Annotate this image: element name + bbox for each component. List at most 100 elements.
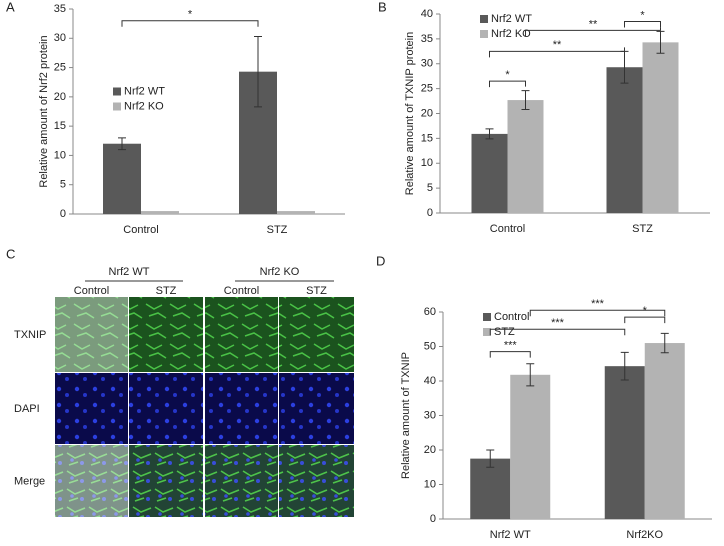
row-label: DAPI [14,403,40,415]
micrograph [205,373,278,444]
y-tick-label: 15 [54,120,66,132]
bar [470,458,511,519]
legend-label: Nrf2 WT [491,13,532,25]
legend-label: Control [494,311,529,323]
y-tick-label: 5 [60,179,66,191]
bar [642,42,679,213]
bar [507,100,544,213]
micrograph [129,373,203,444]
y-tick-label: 25 [54,61,66,73]
micrograph [55,297,128,372]
column-label: STZ [306,285,327,297]
y-axis-label: Relative amount of Nrf2 protein [38,35,50,187]
bar [604,366,645,519]
column-label: STZ [156,285,177,297]
error-bar [526,363,535,387]
x-tick-label: STZ [632,223,653,235]
y-tick-label: 10 [424,478,436,490]
significance-label: * [188,9,193,21]
bar [141,211,179,214]
bar [103,143,141,214]
significance-bracket [624,316,666,324]
significance-label: * [643,305,648,317]
x-tick-label: Nrf2KO [626,529,663,541]
significance-label: *** [551,317,565,329]
error-bar [620,351,629,381]
legend-swatch [113,87,121,96]
micrograph [129,445,203,517]
x-tick-label: Control [490,223,525,235]
legend-swatch [480,15,488,23]
bar [277,211,315,214]
y-tick-label: 25 [421,83,433,95]
error-bar [254,36,262,108]
significance-bracket [121,20,259,27]
legend-label: STZ [494,326,515,338]
y-axis-label: Relative amount of TXNIP [400,352,412,479]
legend-swatch [113,102,121,111]
panel-letter: A [6,0,15,14]
column-label: Control [74,285,109,297]
y-tick-label: 20 [424,444,436,456]
legend-label: Nrf2 KO [124,100,164,112]
y-tick-label: 0 [60,208,66,220]
y-axis-label: Relative amount of TXNIP protein [404,32,416,195]
bar [644,343,685,519]
significance-label: * [505,69,510,81]
y-tick-label: 30 [54,32,66,44]
bar [606,67,643,213]
error-bar [521,90,530,111]
significance-bracket [529,309,666,317]
significance-bracket [489,47,625,58]
x-tick-label: STZ [267,224,288,236]
y-tick-label: 0 [427,207,433,219]
micrograph [55,373,128,444]
micrograph [279,445,354,517]
y-tick-label: 40 [424,375,436,387]
significance-bracket [489,328,626,336]
significance-label: * [640,9,645,21]
panel-letter: D [376,253,385,268]
row-label: TXNIP [14,329,46,341]
legend-swatch [483,313,491,321]
y-tick-label: 35 [54,3,66,15]
error-bar [486,449,495,468]
significance-bracket [489,80,526,88]
y-tick-label: 20 [54,91,66,103]
bar [510,374,551,519]
y-tick-label: 0 [430,513,436,525]
legend-swatch [480,30,488,38]
panel-letter: C [6,246,15,261]
error-bar [656,30,665,54]
y-tick-label: 10 [421,157,433,169]
error-bar [660,332,669,354]
group-label: Nrf2 KO [260,266,300,278]
micrograph [129,297,203,372]
row-label: Merge [14,475,45,487]
y-tick-label: 60 [424,306,436,318]
significance-bracket [525,27,661,37]
error-bar [118,137,126,151]
y-tick-label: 15 [421,132,433,144]
y-tick-label: 50 [424,340,436,352]
significance-label: *** [504,340,518,352]
y-tick-label: 5 [427,182,433,194]
legend-label: Nrf2 WT [124,85,165,97]
significance-label: ** [589,18,598,30]
micrograph [55,445,128,517]
significance-label: *** [591,298,605,310]
significance-label: ** [553,39,562,51]
significance-bracket [489,351,531,358]
significance-bracket [624,20,661,28]
micrograph [279,297,354,372]
micrograph [205,297,278,372]
x-tick-label: Control [123,224,158,236]
y-tick-label: 40 [421,8,433,20]
bar [471,133,508,213]
y-tick-label: 30 [421,58,433,70]
error-bar [485,128,494,140]
y-tick-label: 10 [54,149,66,161]
x-tick-label: Nrf2 WT [490,529,531,541]
legend-swatch [483,328,491,336]
